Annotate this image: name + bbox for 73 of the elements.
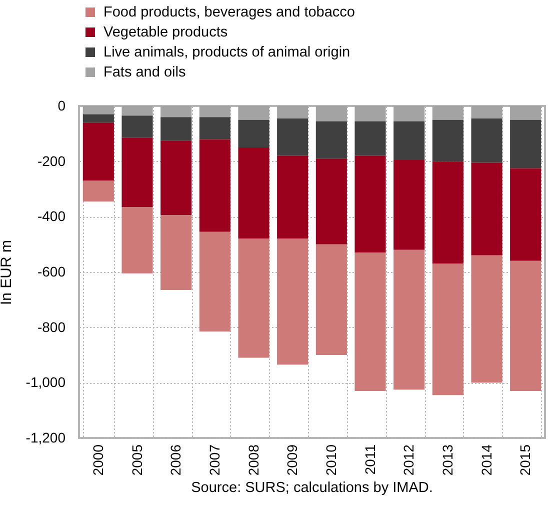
y-tick-label: -200 — [37, 152, 66, 169]
bar — [238, 120, 270, 148]
x-tick-label: 2009 — [284, 444, 300, 476]
bar — [238, 106, 270, 120]
bar — [316, 121, 347, 159]
bar — [277, 156, 308, 239]
x-tick-label: 2006 — [168, 444, 184, 476]
bar — [394, 250, 425, 390]
bar — [510, 106, 542, 120]
bar — [394, 160, 425, 250]
x-tick-label: 2012 — [400, 444, 417, 476]
bar — [432, 120, 464, 162]
y-tick-label: -800 — [37, 318, 66, 335]
bar — [199, 232, 230, 332]
bar — [354, 121, 386, 156]
bar — [199, 117, 230, 140]
x-tick-label: 2008 — [245, 444, 262, 476]
source-note: Source: SURS; calculations by IMAD. — [191, 480, 433, 496]
x-tick-label: 2005 — [128, 444, 145, 476]
bar — [510, 168, 542, 261]
x-tick-label: 2015 — [517, 444, 534, 476]
legend-label: Vegetable products — [104, 24, 228, 40]
bar — [471, 106, 502, 118]
bar — [394, 106, 425, 122]
bar — [82, 180, 114, 202]
legend-label: Fats and oils — [104, 64, 186, 80]
x-tick-label: 2011 — [362, 444, 378, 475]
bar — [316, 158, 347, 244]
bar — [354, 106, 386, 122]
y-tick-label: -600 — [37, 264, 66, 280]
bar — [394, 121, 425, 160]
bar — [82, 122, 114, 181]
x-tick-label: 2010 — [322, 444, 339, 476]
bar — [510, 120, 542, 168]
x-tick-label: 2000 — [90, 444, 106, 476]
bar — [122, 206, 153, 274]
bar — [316, 244, 347, 355]
bar — [122, 138, 153, 207]
bar — [122, 116, 153, 138]
bar — [510, 260, 542, 391]
bar — [238, 238, 270, 358]
bar — [316, 106, 347, 122]
legend-label: Live animals, products of animal origin — [104, 44, 350, 60]
x-tick-label: 2013 — [439, 444, 456, 476]
bar — [354, 252, 386, 391]
bar — [432, 161, 464, 264]
bar — [160, 106, 192, 118]
y-tick-label: -1,000 — [26, 374, 66, 390]
bar — [432, 264, 464, 396]
bar — [277, 106, 308, 118]
legend-label: Food products, beverages and tobacco — [104, 4, 355, 20]
y-tick-label: 0 — [58, 98, 66, 114]
bar — [160, 215, 192, 290]
bar — [82, 106, 114, 114]
y-axis-title: In EUR m — [0, 240, 15, 306]
bar — [432, 106, 464, 120]
bar — [277, 118, 308, 156]
bar — [199, 106, 230, 118]
y-tick-label: -1,200 — [26, 430, 66, 446]
bar — [160, 117, 192, 141]
x-tick-label: 2014 — [478, 444, 494, 476]
bar — [160, 140, 192, 216]
bar — [238, 148, 270, 239]
bar — [471, 255, 502, 383]
bar — [354, 156, 386, 253]
bar — [82, 114, 114, 123]
x-tick-label: 2007 — [206, 444, 222, 476]
bar — [122, 106, 153, 116]
y-tick-label: -400 — [37, 208, 66, 224]
bar — [471, 162, 502, 256]
bar — [199, 139, 230, 232]
bar — [471, 118, 502, 163]
bar — [277, 238, 308, 365]
